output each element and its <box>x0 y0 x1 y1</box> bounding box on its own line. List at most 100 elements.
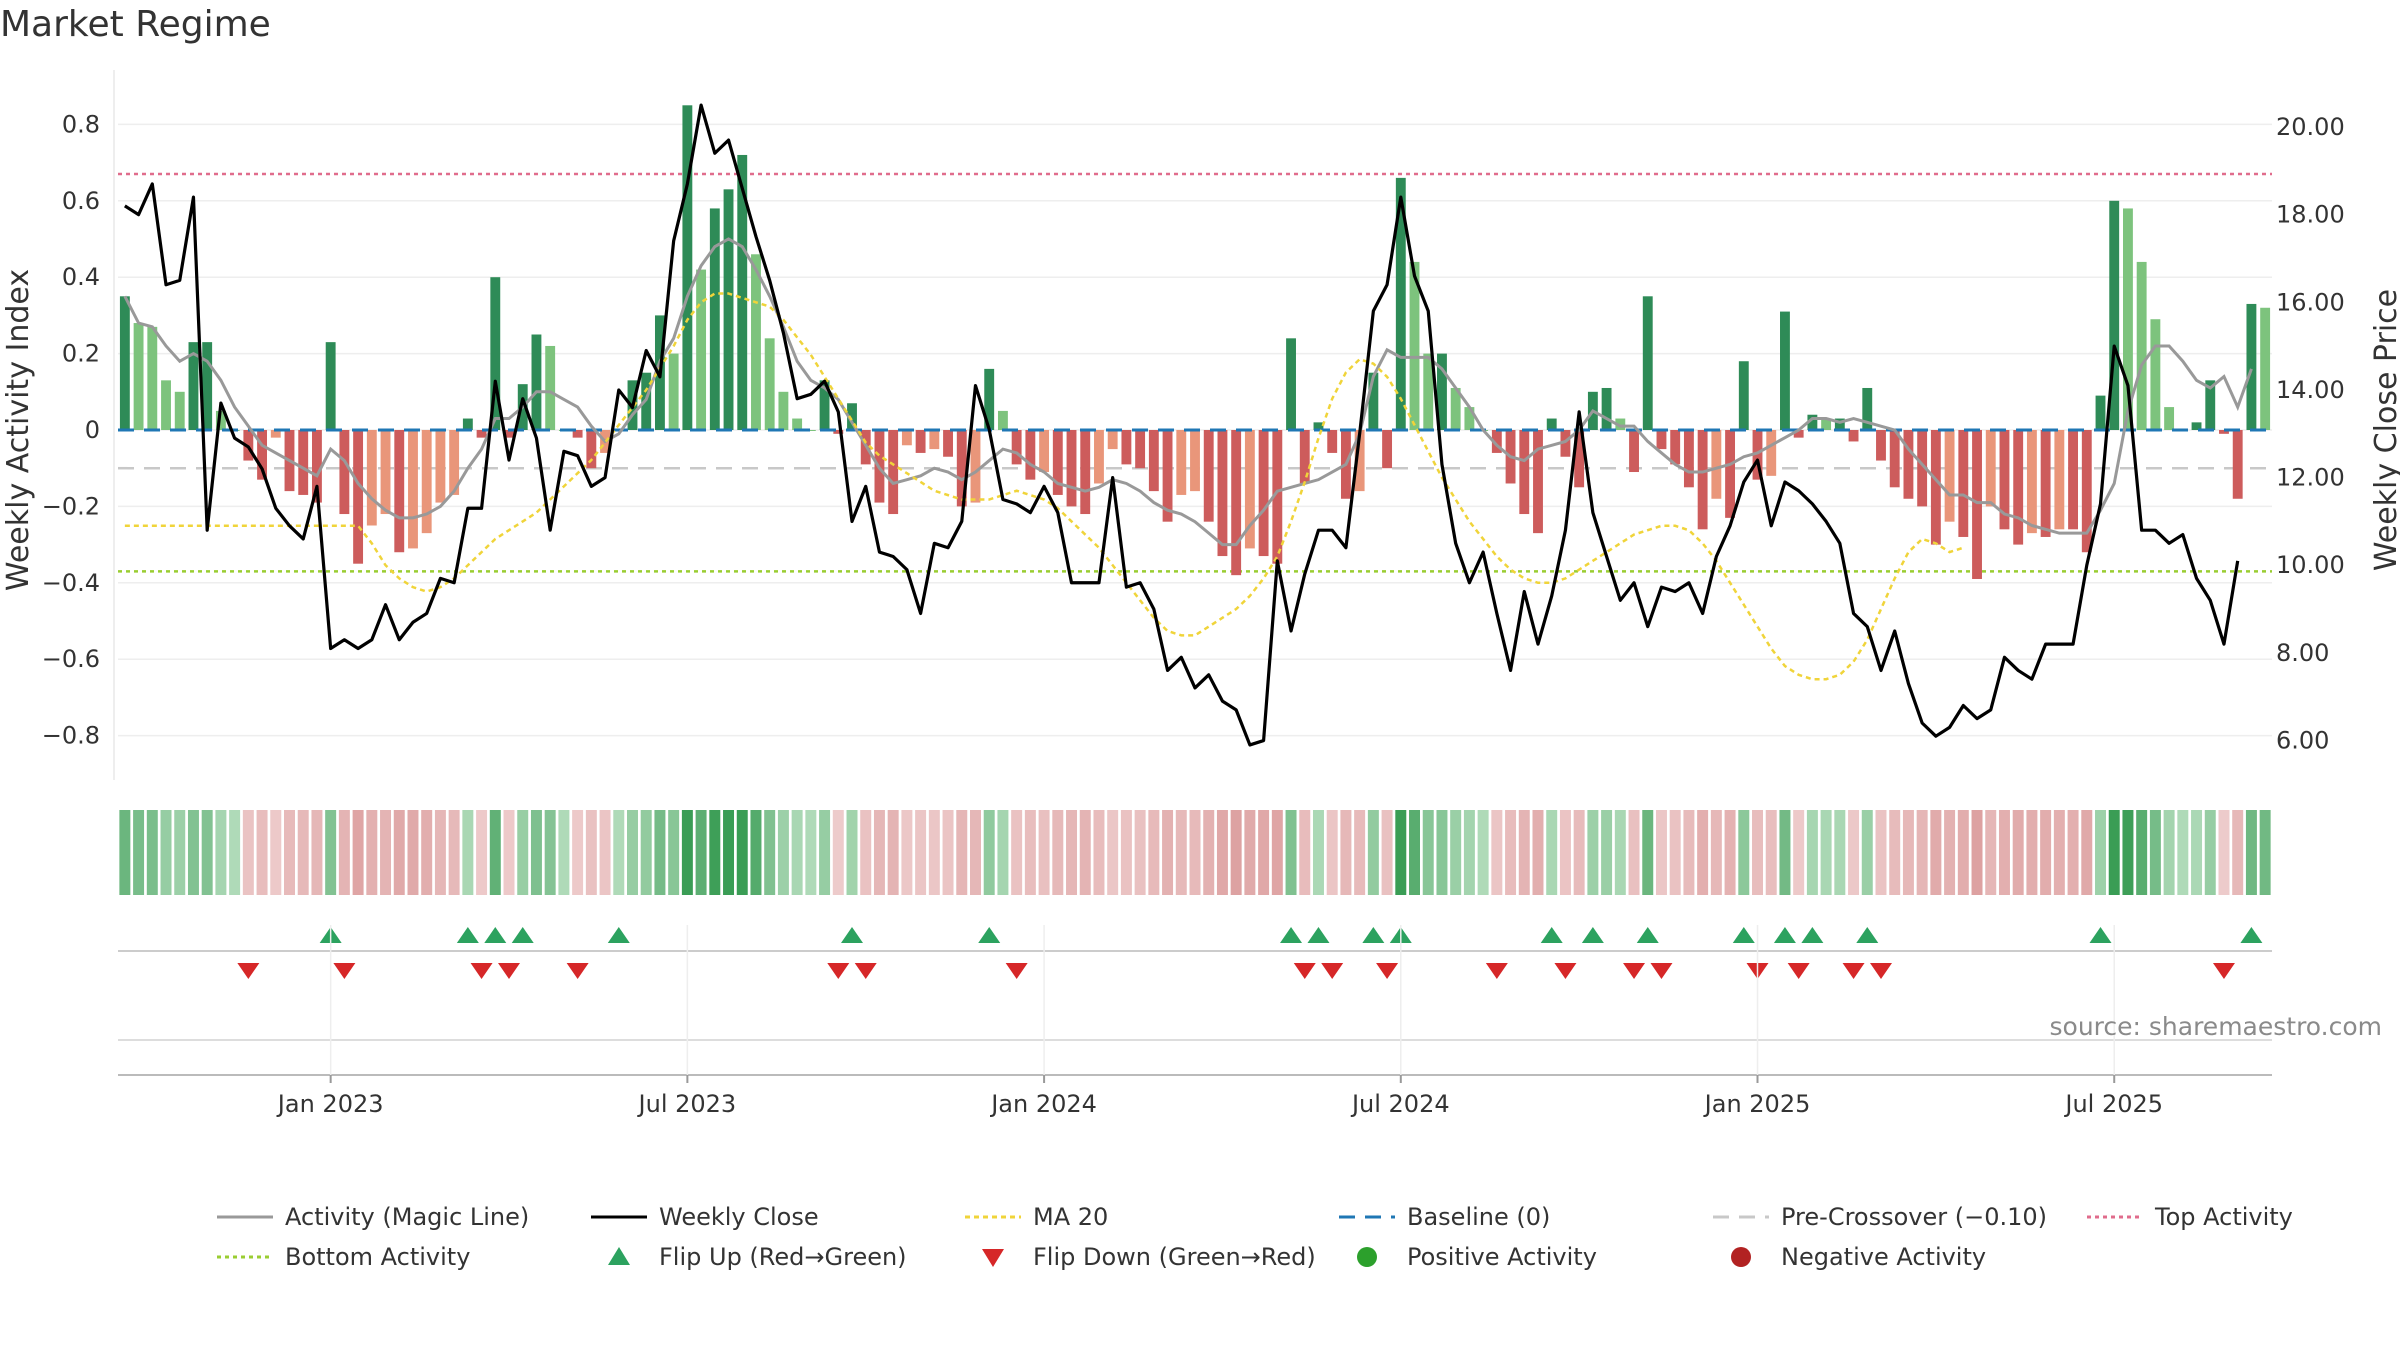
y-right-tick-label: 16.00 <box>2276 288 2345 316</box>
activity-bar <box>462 418 473 430</box>
flip-down-marker <box>1376 963 1399 979</box>
activity-bar <box>1080 430 1091 515</box>
activity-bar <box>1560 430 1571 457</box>
activity-bar <box>764 338 775 430</box>
flip-up-marker <box>1280 927 1303 943</box>
activity-bar <box>1821 418 1832 430</box>
activity-bar <box>901 430 912 446</box>
activity-bar <box>1917 430 1928 507</box>
flip-up-marker <box>2240 927 2263 943</box>
regime-strip-cell <box>544 810 556 895</box>
activity-bar <box>1533 430 1543 534</box>
regime-strip-cell <box>1354 810 1366 895</box>
regime-strip-cell <box>256 810 268 895</box>
regime-strip-cell <box>1710 810 1722 895</box>
activity-bar <box>1958 430 1969 537</box>
activity-bar <box>943 430 953 457</box>
regime-strip-cell <box>421 810 433 895</box>
regime-strip-cell <box>1079 810 1091 895</box>
legend-item-negative: Negative Activity <box>1711 1243 2085 1271</box>
activity-bar <box>1834 418 1845 430</box>
regime-strip-cell <box>832 810 844 895</box>
x-tick-label: Jul 2025 <box>2063 1090 2163 1118</box>
regime-strip-cell <box>393 810 405 895</box>
y-left-tick-label: −0.4 <box>42 569 100 597</box>
regime-strip-cell <box>873 810 885 895</box>
weekly-close-line <box>123 103 2240 747</box>
legend-item-flip-up: Flip Up (Red→Green) <box>589 1243 963 1271</box>
activity-bar <box>1930 430 1941 545</box>
regime-strip-cell <box>1395 810 1407 895</box>
activity-bar <box>1876 430 1886 461</box>
regime-strip-cell <box>215 810 227 895</box>
activity-bar <box>1368 372 1379 430</box>
flip-up-marker <box>1773 927 1796 943</box>
flip-down-marker <box>237 963 260 979</box>
activity-bar <box>1258 430 1269 557</box>
regime-strip-cell <box>1024 810 1036 895</box>
legend-item-positive: Positive Activity <box>1337 1243 1711 1271</box>
activity-bar <box>1780 311 1790 430</box>
activity-bar <box>188 342 199 430</box>
regime-strip-cell <box>366 810 378 895</box>
regime-strip-cell <box>681 810 693 895</box>
activity-bar <box>1683 430 1694 488</box>
source-credit: source: sharemaestro.com <box>2049 1012 2383 1041</box>
legend-label: Top Activity <box>2155 1203 2293 1231</box>
regime-strip-cell <box>530 810 542 895</box>
regime-strip-cell <box>1148 810 1160 895</box>
regime-strip-cell <box>1587 810 1599 895</box>
activity-bar <box>1464 407 1475 430</box>
regime-strip-cell <box>764 810 776 895</box>
regime-strip-cell <box>736 810 748 895</box>
activity-bar <box>215 410 226 430</box>
positive-dot-icon <box>1357 1247 1377 1267</box>
activity-bar <box>668 353 679 430</box>
activity-bar <box>915 430 926 453</box>
regime-strip-cell <box>1477 810 1489 895</box>
activity-bar <box>1395 177 1406 430</box>
regime-strip-cell <box>558 810 570 895</box>
regime-strip-cell <box>270 810 282 895</box>
activity-bar <box>1327 430 1338 453</box>
regime-strip-cell <box>1944 810 1956 895</box>
activity-bar <box>2109 200 2120 430</box>
activity-bar <box>586 430 597 469</box>
regime-strip-cell <box>572 810 584 895</box>
activity-bar <box>1944 430 1955 522</box>
flip-up-marker <box>1732 927 1755 943</box>
activity-bar <box>1203 430 1214 522</box>
legend-label: Bottom Activity <box>285 1243 471 1271</box>
y-left-tick-label: −0.8 <box>42 722 100 750</box>
regime-strip-cell <box>2081 810 2093 895</box>
activity-bar <box>2054 430 2065 530</box>
y-right-tick-label: 6.00 <box>2276 727 2329 755</box>
activity-bar <box>888 430 899 515</box>
x-tick-label: Jan 2024 <box>989 1090 1097 1118</box>
regime-strip-cell <box>1230 810 1242 895</box>
legend-label: Activity (Magic Line) <box>285 1203 530 1231</box>
legend-label: Pre-Crossover (−0.10) <box>1781 1203 2048 1231</box>
activity-bar <box>147 326 158 430</box>
flip-down-marker <box>1842 963 1865 979</box>
activity-bar <box>833 430 844 434</box>
ma20-line <box>124 292 1964 681</box>
activity-bar <box>1697 430 1708 530</box>
activity-bar <box>161 380 171 430</box>
regime-strip-cell <box>1916 810 1928 895</box>
regime-strip-cell <box>229 810 241 895</box>
activity-bar <box>1670 430 1681 465</box>
regime-strip-cell <box>2026 810 2038 895</box>
activity-bar <box>819 380 830 430</box>
y-right-tick-label: 8.00 <box>2276 639 2329 667</box>
activity-bar <box>531 334 542 430</box>
legend-label: Negative Activity <box>1781 1243 1987 1271</box>
regime-strip-cell <box>1505 810 1517 895</box>
activity-bar <box>421 430 432 534</box>
flip-down-marker <box>854 963 877 979</box>
regime-strip-cell <box>187 810 199 895</box>
regime-strip-cell <box>2177 810 2189 895</box>
activity-bar <box>1848 430 1859 442</box>
activity-bar <box>805 430 816 431</box>
regime-strip-cell <box>119 810 131 895</box>
